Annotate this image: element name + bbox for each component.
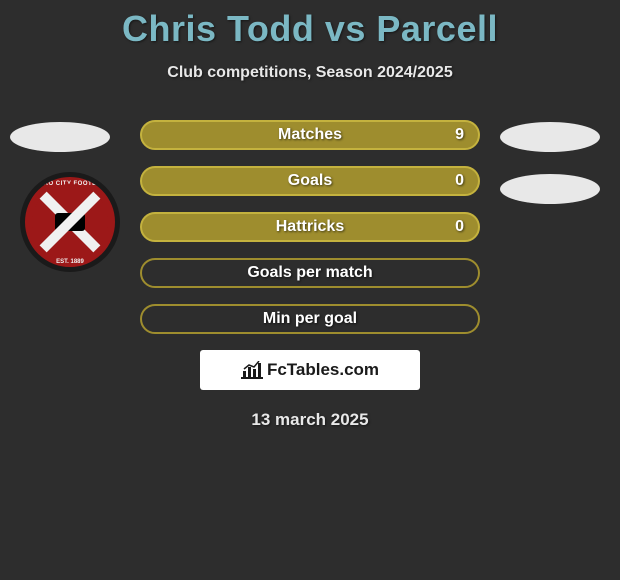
stat-row-min-per-goal: Min per goal bbox=[140, 304, 480, 334]
chart-icon bbox=[241, 361, 263, 379]
subtitle: Club competitions, Season 2024/2025 bbox=[0, 64, 620, 82]
stat-label: Goals per match bbox=[247, 264, 372, 282]
player-right-avatar bbox=[500, 122, 600, 152]
player-left-avatar bbox=[10, 122, 110, 152]
stat-label: Matches bbox=[278, 126, 342, 144]
club-badge-cross bbox=[32, 184, 108, 260]
player-right-avatar-2 bbox=[500, 174, 600, 204]
stats-container: Matches 9 Goals 0 Hattricks 0 Goals per … bbox=[140, 120, 480, 334]
stat-row-goals-per-match: Goals per match bbox=[140, 258, 480, 288]
stat-value: 9 bbox=[455, 126, 464, 144]
club-badge-center bbox=[55, 213, 85, 231]
page-title: Chris Todd vs Parcell bbox=[0, 0, 620, 50]
stat-label: Goals bbox=[288, 172, 332, 190]
stat-row-goals: Goals 0 bbox=[140, 166, 480, 196]
stat-row-hattricks: Hattricks 0 bbox=[140, 212, 480, 242]
stat-row-matches: Matches 9 bbox=[140, 120, 480, 150]
watermark-text: FcTables.com bbox=[267, 360, 379, 380]
date: 13 march 2025 bbox=[0, 410, 620, 430]
stat-value: 0 bbox=[455, 218, 464, 236]
watermark[interactable]: FcTables.com bbox=[200, 350, 420, 390]
stat-label: Min per goal bbox=[263, 310, 357, 328]
stat-value: 0 bbox=[455, 172, 464, 190]
club-badge-bottom-text: EST. 1889 bbox=[25, 259, 115, 265]
club-badge: TRURO CITY FOOTBALL CLUB EST. 1889 bbox=[20, 172, 120, 272]
stat-label: Hattricks bbox=[276, 218, 344, 236]
